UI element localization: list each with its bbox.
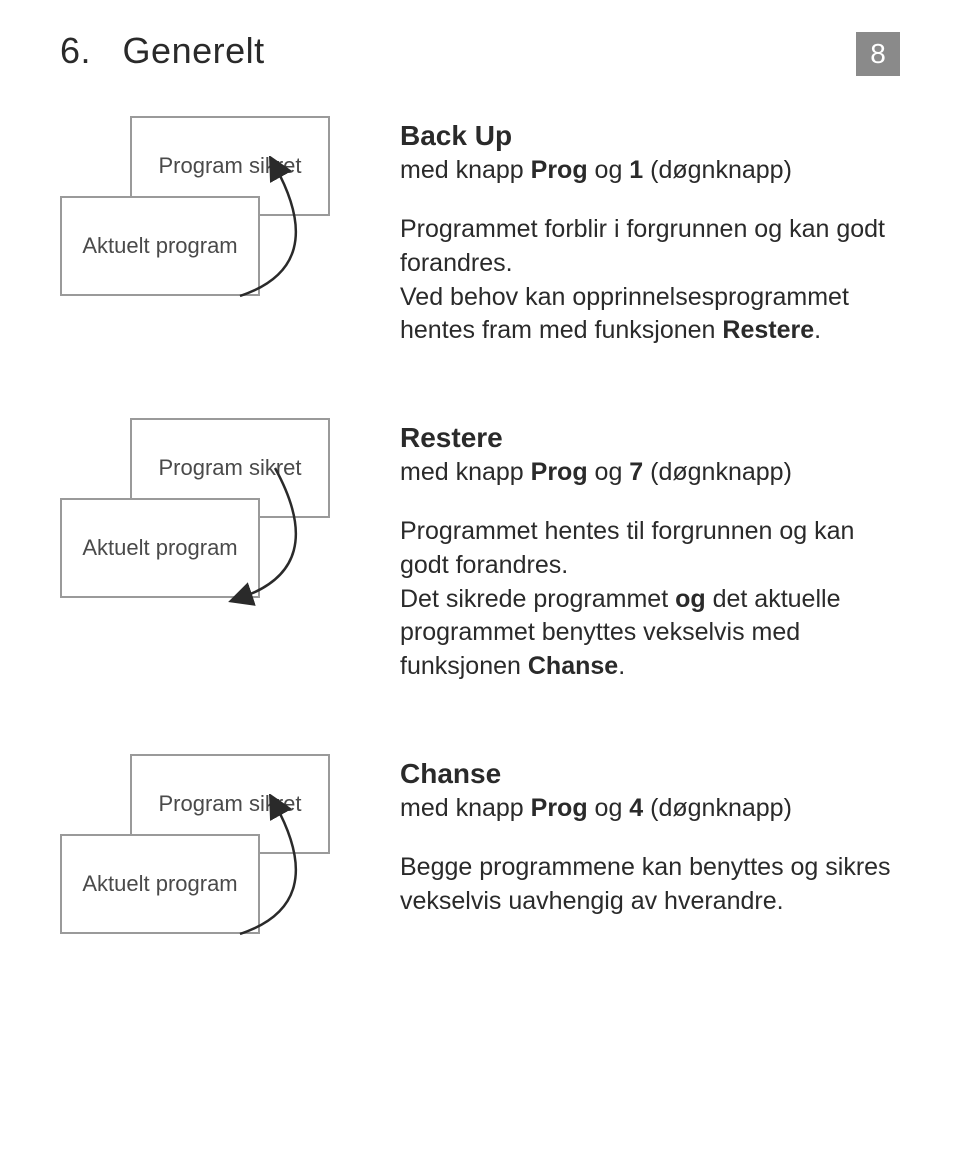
sub-bold: Prog <box>531 458 588 486</box>
op-subtitle: med knapp Prog og 4 (døgnknapp) <box>400 794 900 823</box>
sub-bold2: 7 <box>629 458 643 486</box>
card-front: Aktuelt program <box>60 834 260 934</box>
sub-bold2: 4 <box>629 794 643 822</box>
card-front-label: Aktuelt program <box>82 871 237 897</box>
sub-bold2: 1 <box>629 156 643 184</box>
section-number: 6. <box>60 30 91 71</box>
text-restere: Restere med knapp Prog og 7 (døgnknapp) … <box>360 418 900 684</box>
card-front-label: Aktuelt program <box>82 535 237 561</box>
sub-prefix: med knapp <box>400 458 531 486</box>
card-back-label: Program sikret <box>158 153 301 179</box>
op-body: Programmet forblir i forgrunnen og kan g… <box>400 213 900 348</box>
op-title: Chanse <box>400 758 900 790</box>
sub-prefix: med knapp <box>400 156 531 184</box>
section-name: Generelt <box>123 30 265 71</box>
sub-suffix: (døgnknapp) <box>643 794 792 822</box>
diagram-backup: Program sikret Aktuelt program <box>60 116 360 326</box>
card-front: Aktuelt program <box>60 498 260 598</box>
text-chanse: Chanse med knapp Prog og 4 (døgnknapp) B… <box>360 754 900 919</box>
block-backup: Program sikret Aktuelt program Back Up m… <box>60 116 900 348</box>
card-front-label: Aktuelt program <box>82 233 237 259</box>
card-front: Aktuelt program <box>60 196 260 296</box>
diagram-restere: Program sikret Aktuelt program <box>60 418 360 628</box>
block-restere: Program sikret Aktuelt program Restere m… <box>60 418 900 684</box>
op-subtitle: med knapp Prog og 1 (døgnknapp) <box>400 156 900 185</box>
op-title: Restere <box>400 422 900 454</box>
sub-mid: og <box>588 794 630 822</box>
card-back-label: Program sikret <box>158 455 301 481</box>
sub-prefix: med knapp <box>400 794 531 822</box>
sub-suffix: (døgnknapp) <box>643 156 792 184</box>
page-header: 6. Generelt 8 <box>60 30 900 76</box>
sub-mid: og <box>588 458 630 486</box>
diagram-chanse: Program sikret Aktuelt program <box>60 754 360 964</box>
sub-mid: og <box>588 156 630 184</box>
op-body: Begge programmene kan benyttes og sikres… <box>400 851 900 919</box>
block-chanse: Program sikret Aktuelt program Chanse me… <box>60 754 900 964</box>
section-title: 6. Generelt <box>60 30 265 72</box>
sub-bold: Prog <box>531 794 588 822</box>
text-backup: Back Up med knapp Prog og 1 (døgnknapp) … <box>360 116 900 348</box>
sub-suffix: (døgnknapp) <box>643 458 792 486</box>
page-number-value: 8 <box>870 38 886 70</box>
page-number: 8 <box>856 32 900 76</box>
sub-bold: Prog <box>531 156 588 184</box>
page: 6. Generelt 8 Program sikret Aktuelt pro… <box>0 0 960 1074</box>
op-title: Back Up <box>400 120 900 152</box>
card-back-label: Program sikret <box>158 791 301 817</box>
op-subtitle: med knapp Prog og 7 (døgnknapp) <box>400 458 900 487</box>
op-body: Programmet hentes til forgrunnen og kan … <box>400 515 900 684</box>
